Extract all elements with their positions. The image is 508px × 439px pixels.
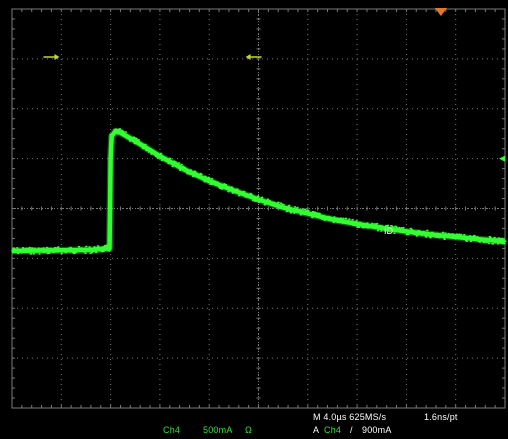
graticule [11,8,506,409]
ref-arrow-left-head [54,54,60,60]
trigger-position-marker [434,8,447,16]
timebase-readout: M 4.0µs 625MS/s [313,412,387,422]
trigger-slope-icon: / [350,425,353,435]
trigger-level-marker [499,155,505,162]
vertical-scale: 500mA [203,425,233,435]
trace-label: ID [384,226,393,236]
record-resolution: 1.6ns/pt [424,412,458,422]
trace-layer [9,127,508,255]
trigger-level: 900mA [362,425,392,435]
trigger-source: Ch4 [324,425,342,435]
coupling-symbol: Ω [245,425,252,435]
trace-noise [11,128,507,255]
trigger-prefix: A [313,425,320,435]
channel-label: Ch4 [163,425,181,435]
ref-arrow-right-head [245,54,251,60]
markers [43,8,505,162]
